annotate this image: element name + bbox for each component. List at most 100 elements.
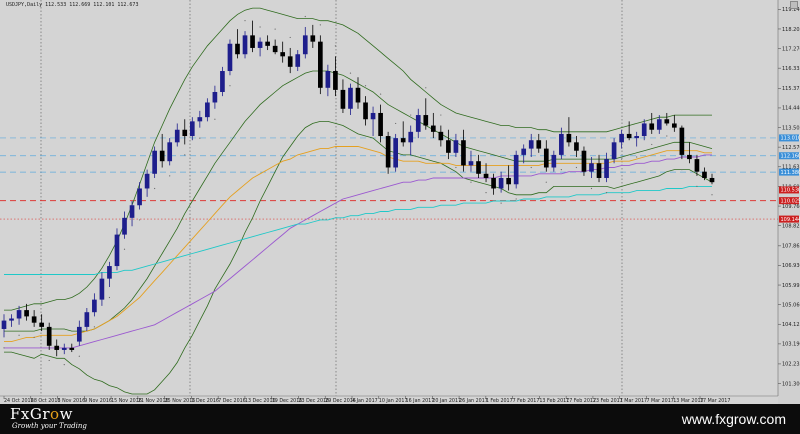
trail-dot: [530, 166, 532, 169]
candle-body: [129, 205, 135, 218]
candle-body: [363, 102, 368, 120]
trail-dot: [259, 26, 261, 28]
candle-body: [619, 133, 624, 143]
candle-body: [24, 310, 29, 317]
trail-dot: [605, 192, 608, 194]
price-tick-label: 119.140: [782, 7, 800, 13]
time-tick-label: 9 Nov 2016: [84, 398, 112, 404]
brand-url[interactable]: www.fxgrow.com: [681, 411, 786, 427]
candle-body: [498, 177, 504, 189]
candle-body: [84, 312, 90, 327]
symbol-info: USDJPY,Daily 112.533 112.669 112.101 112…: [6, 2, 139, 8]
trail-dot: [545, 181, 547, 183]
time-tick-label: 13 Feb 2017: [539, 398, 569, 404]
trail-dot: [349, 72, 352, 74]
candle-body: [641, 123, 647, 137]
candle-body: [76, 326, 82, 342]
trail-dot: [560, 168, 562, 171]
time-tick-label: 23 Feb 2017: [593, 398, 623, 404]
time-tick-label: 7 Dec 2016: [218, 398, 246, 404]
time-tick-label: 29 Dec 2016: [325, 398, 356, 404]
trail-dot: [651, 143, 653, 146]
candle-body: [144, 173, 150, 189]
candle-body: [408, 131, 414, 143]
logo-text-right: w: [59, 405, 73, 423]
trail-dot: [274, 28, 276, 30]
trail-dot: [470, 181, 472, 183]
brand-tagline: Growth your Trading: [12, 422, 87, 430]
candle-body: [649, 123, 655, 130]
trail-dot: [184, 154, 186, 156]
price-tick-label: 104.125: [782, 322, 800, 328]
series-ma-orange: [4, 146, 712, 343]
time-tick-label: 21 Nov 2016: [138, 398, 169, 404]
candle-body: [513, 154, 519, 185]
candle-body: [385, 136, 391, 168]
time-tick-label: 23 Dec 2016: [298, 398, 329, 404]
trail-dot: [169, 175, 171, 177]
candle-body: [483, 173, 489, 178]
candle-body: [521, 148, 527, 155]
candle-body: [423, 115, 429, 126]
candle-body: [536, 140, 542, 149]
trail-dot: [304, 15, 306, 18]
candle-body: [679, 127, 685, 155]
trail-dot: [289, 36, 291, 39]
price-badge-label: 112.160: [781, 154, 800, 160]
trail-dots: [3, 15, 713, 366]
candle-body: [174, 129, 180, 143]
price-badge-label: 113.010: [781, 136, 800, 142]
trail-dot: [425, 87, 427, 89]
candle-body: [340, 89, 346, 109]
candle-body: [687, 154, 692, 160]
trail-dot: [138, 219, 141, 221]
candle-body: [559, 133, 564, 155]
trail-dot: [123, 248, 126, 250]
price-ticks: 119.140 118.205 117.270 116.335 115.375 114.4…: [778, 7, 800, 387]
logo-text-left: FxGr: [10, 405, 51, 423]
candle-body: [378, 112, 383, 137]
candle-body: [107, 266, 112, 279]
candle-body: [1, 320, 7, 329]
candle-body: [370, 112, 376, 120]
price-badges: 113.010 112.160 111.380 110.530 110.025 109.1…: [779, 134, 800, 223]
trail-dot: [154, 187, 156, 190]
candle-body: [551, 154, 557, 168]
trail-dot: [485, 192, 487, 194]
candle-body: [634, 136, 640, 139]
price-tick-label: 118.205: [782, 27, 800, 33]
series-bb-lower: [4, 121, 713, 395]
candle-body: [430, 125, 436, 132]
time-tick-label: 28 Oct 2016: [31, 398, 61, 404]
trail-dot: [681, 168, 683, 171]
candle-body: [453, 140, 459, 153]
price-badge: [779, 186, 799, 194]
trail-dot: [410, 114, 412, 116]
price-badge: [779, 215, 799, 223]
candle-body: [227, 43, 233, 72]
trail-dot: [199, 137, 201, 139]
candle-body: [543, 148, 549, 168]
trail-dot: [18, 334, 20, 336]
chart-close-button[interactable]: [790, 1, 798, 9]
price-badge: [779, 197, 799, 205]
candle-body: [415, 115, 421, 132]
candle-body: [355, 87, 361, 103]
price-tick-label: 116.335: [782, 66, 800, 72]
price-badge: [779, 168, 799, 176]
time-tick-label: 19 Dec 2016: [272, 398, 303, 404]
price-tick-label: 112.570: [782, 145, 800, 151]
trail-dot: [440, 114, 442, 116]
trail-dot: [711, 194, 713, 196]
trail-dot: [93, 326, 95, 328]
candle-body: [348, 87, 353, 109]
price-badge-label: 110.530: [781, 188, 800, 194]
candle-body: [265, 41, 270, 46]
candle-body: [566, 133, 572, 143]
candle-body: [476, 161, 481, 174]
trail-dot: [214, 118, 216, 120]
candle-body: [694, 159, 700, 172]
candle-body: [446, 140, 451, 153]
